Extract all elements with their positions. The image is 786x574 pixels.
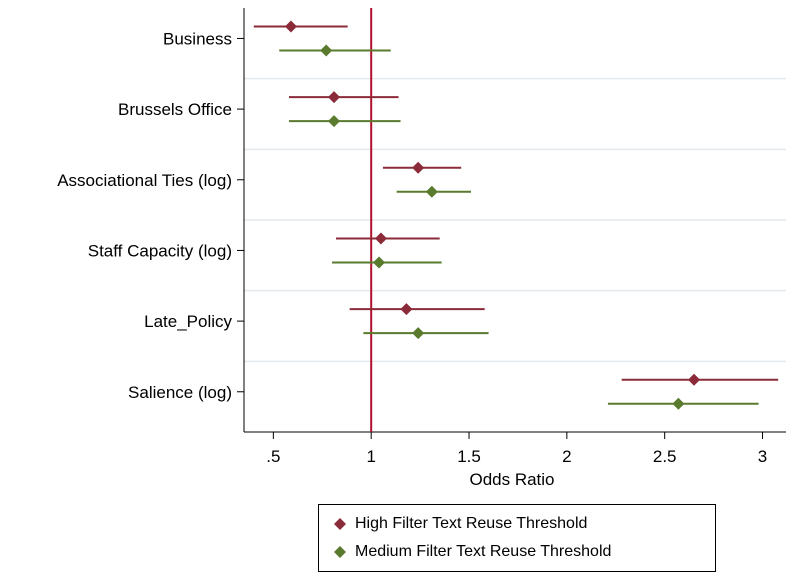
point-marker [284,20,297,33]
y-category-label: Business [163,29,232,48]
x-tick-label: 3 [758,447,767,466]
axes [237,8,786,439]
point-marker [374,232,387,245]
x-tick-label: 1.5 [457,447,481,466]
point-marker [320,44,333,57]
point-marker [328,91,341,104]
coefficient-plot: .5 1 1.5 2 2.5 3 Odds Ratio Business Brussels Of… [57,8,786,489]
y-category-label: Staff Capacity (log) [88,241,232,260]
legend: High Filter Text Reuse Threshold Medium … [318,504,716,572]
data-marks [253,20,779,410]
point-marker [412,161,425,174]
point-marker [425,185,438,198]
point-marker [672,397,685,410]
legend-marker-high [334,518,346,530]
legend-item-high: High Filter Text Reuse Threshold [329,513,587,535]
point-marker [400,303,413,316]
axis-labels: .5 1 1.5 2 2.5 3 Odds Ratio Business Brussels Of… [57,29,767,489]
point-marker [373,256,386,269]
y-category-label: Associational Ties (log) [57,171,232,190]
point-marker [412,327,425,340]
grid-lines [244,77,786,363]
point-marker [688,373,701,386]
x-tick-label: 2.5 [653,447,677,466]
x-axis-title: Odds Ratio [469,470,554,489]
legend-label-high: High Filter Text Reuse Threshold [355,515,588,532]
y-category-label: Late_Policy [144,312,232,331]
x-tick-label: 2 [562,447,571,466]
legend-label-medium: Medium Filter Text Reuse Threshold [355,543,612,560]
legend-item-medium: Medium Filter Text Reuse Threshold [329,541,611,563]
y-category-label: Brussels Office [118,100,232,119]
y-category-label: Salience (log) [128,383,232,402]
point-marker [328,115,341,128]
legend-marker-medium [334,546,346,558]
x-tick-label: 1 [366,447,375,466]
x-tick-label: .5 [266,447,280,466]
